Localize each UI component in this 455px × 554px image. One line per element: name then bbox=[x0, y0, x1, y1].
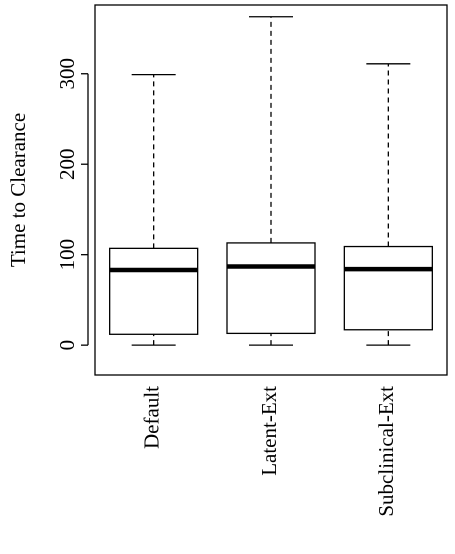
x-tick-label: Latent-Ext bbox=[257, 386, 281, 476]
box bbox=[343, 245, 433, 331]
box bbox=[109, 247, 199, 335]
y-tick-label: 0 bbox=[55, 340, 79, 351]
y-tick-label: 100 bbox=[55, 239, 79, 270]
y-tick-label: 300 bbox=[55, 58, 79, 90]
x-tick-label: Subclinical-Ext bbox=[374, 386, 398, 517]
box bbox=[226, 242, 316, 335]
plot-frame bbox=[94, 4, 448, 376]
y-tick-label: 200 bbox=[55, 148, 79, 180]
x-tick-label: Default bbox=[139, 386, 163, 449]
y-axis-label: Time to Clearance bbox=[6, 113, 30, 267]
